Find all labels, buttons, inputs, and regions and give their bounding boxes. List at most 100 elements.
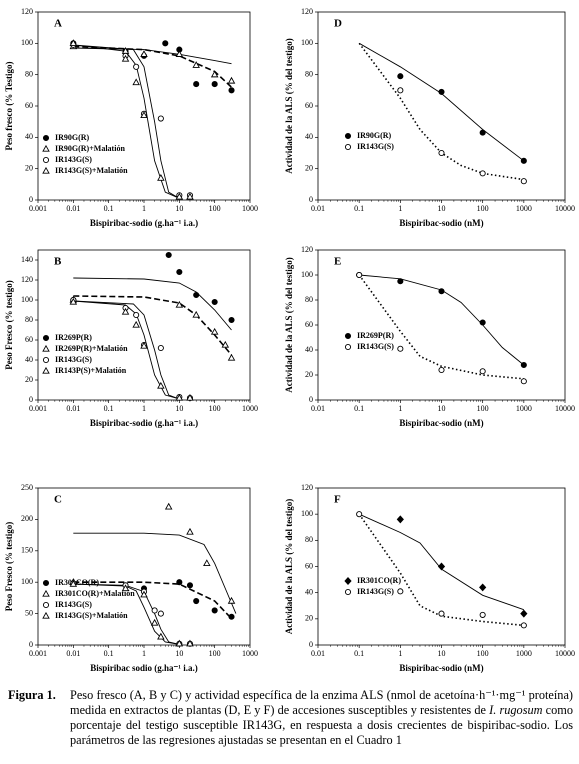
y-tick-label: 0 — [29, 195, 33, 204]
data-point — [69, 297, 78, 305]
data-point — [132, 78, 140, 86]
legend-marker — [42, 134, 50, 142]
data-point — [479, 368, 486, 375]
x-tick-label: 0.1 — [104, 404, 114, 413]
data-point — [396, 515, 404, 524]
x-tick-label: 10000 — [555, 404, 575, 413]
caption-label: Figura 1. — [8, 688, 56, 702]
fit-curve — [73, 45, 233, 88]
data-point — [157, 610, 164, 617]
panel-label: D — [334, 18, 342, 30]
caption-species: I. rugosum — [489, 703, 543, 717]
data-point — [211, 298, 218, 306]
x-axis-label: Bispiribac sodio (g.ha⁻¹ i.a.) — [90, 663, 197, 673]
y-tick-label: 60 — [25, 101, 33, 110]
legend-label: IR90G(R) — [357, 131, 392, 140]
y-tick-label: 120 — [301, 7, 313, 16]
y-tick-label: 250 — [21, 483, 33, 492]
data-point — [175, 300, 184, 308]
data-point — [157, 173, 165, 181]
legend-label: IR143G(S) — [55, 355, 92, 364]
legend-marker — [344, 332, 352, 340]
x-tick-label: 1 — [142, 404, 146, 413]
y-tick-label: 140 — [21, 255, 33, 264]
panel-label: B — [54, 256, 62, 268]
y-tick-label: 100 — [301, 38, 313, 47]
y-tick-label: 0 — [309, 195, 313, 204]
figure: 0.001 0.01 0.1 1 10 100 1000020406080100120Bis… — [4, 7, 575, 673]
data-point — [151, 607, 158, 614]
data-point — [397, 73, 404, 80]
x-tick-label: 0.001 — [29, 204, 47, 213]
data-point — [228, 87, 235, 94]
x-tick-label: 100 — [209, 649, 221, 658]
data-point — [221, 340, 230, 348]
panel: 0.001 0.01 0.1 1 10 100 1000 0 20 40 60 80 100 120 140… — [4, 249, 258, 428]
legend-marker — [344, 132, 352, 140]
data-point — [192, 310, 200, 318]
y-tick-label: 120 — [301, 483, 313, 492]
legend-label: IR143G(S)+Malatión — [55, 611, 128, 620]
fit-curve — [73, 44, 180, 199]
x-axis-label: Bispiribac-sodio (nM) — [399, 663, 483, 673]
y-tick-label: 60 — [305, 101, 313, 110]
y-axis-label: Peso Fresco (% testigo) — [4, 280, 14, 370]
data-point — [69, 39, 78, 46]
legend-marker — [42, 156, 50, 164]
x-tick-label: 0.1 — [104, 204, 114, 213]
panel-label: F — [334, 494, 341, 506]
legend-marker — [42, 356, 50, 364]
y-tick-label: 60 — [305, 561, 313, 570]
y-tick-label: 100 — [301, 509, 313, 518]
y-tick-label: 80 — [25, 69, 33, 78]
data-point — [175, 192, 184, 200]
x-tick-label: 0.001 — [29, 404, 47, 413]
x-tick-label: 0.01 — [66, 404, 80, 413]
x-axis-label: Bispiribac-sodio (g.ha⁻¹ i.a.) — [90, 418, 198, 428]
x-tick-label: 0.01 — [66, 649, 80, 658]
x-tick-label: 1 — [142, 649, 146, 658]
caption-text: Peso fresco (A, B y C) y actividad espec… — [70, 688, 573, 717]
data-point — [397, 278, 404, 285]
x-tick-label: 1000 — [516, 404, 532, 413]
legend-marker — [344, 343, 352, 351]
y-tick-label: 20 — [25, 375, 33, 384]
fit-curve — [73, 295, 233, 356]
legend-label: IR301CO(R)+Malatión — [55, 589, 135, 598]
data-point — [438, 610, 445, 617]
data-point — [157, 344, 164, 352]
panel: 0.001 0.01 0.1 1 10 100 1000 0 50 100 150 200 250 Bis… — [4, 483, 258, 673]
y-tick-label: 80 — [305, 69, 313, 78]
data-point — [520, 157, 527, 164]
y-tick-label: 20 — [25, 163, 33, 172]
panel: 0.01 0.1 1 10 100 1000 10000 0 20 40 60 80 100 120 Bis… — [284, 245, 575, 428]
legend-marker — [42, 589, 50, 597]
plot-frame — [37, 249, 251, 401]
data-point — [162, 40, 169, 47]
y-tick-label: 0 — [29, 395, 33, 404]
legend-marker — [42, 344, 50, 352]
y-axis-label: Actividad de la ALS (% del testigo) — [284, 38, 294, 174]
x-axis-label: Bispiribac-sodio (g.ha⁻¹ i.a.) — [90, 218, 198, 228]
data-point — [176, 268, 183, 276]
y-tick-label: 80 — [305, 535, 313, 544]
caption: Figura 1. Peso fresco (A, B y C) y activi… — [8, 688, 573, 748]
data-point — [356, 511, 363, 518]
data-point — [227, 596, 236, 604]
fit-curve — [73, 300, 180, 400]
x-tick-label: 0.1 — [354, 204, 364, 213]
y-tick-label: 40 — [305, 132, 313, 141]
legend-marker — [42, 601, 50, 609]
x-tick-label: 100 — [477, 404, 489, 413]
legend-marker — [42, 611, 50, 619]
y-tick-label: 120 — [301, 245, 313, 254]
fit-curve — [358, 42, 524, 181]
data-point — [397, 345, 404, 352]
data-point — [175, 50, 184, 57]
x-tick-label: 0.01 — [66, 204, 80, 213]
legend-marker — [42, 144, 50, 152]
fit-curve — [73, 277, 232, 331]
y-tick-label: 120 — [21, 275, 33, 284]
data-point — [227, 76, 236, 84]
x-tick-label: 1000 — [242, 204, 258, 213]
